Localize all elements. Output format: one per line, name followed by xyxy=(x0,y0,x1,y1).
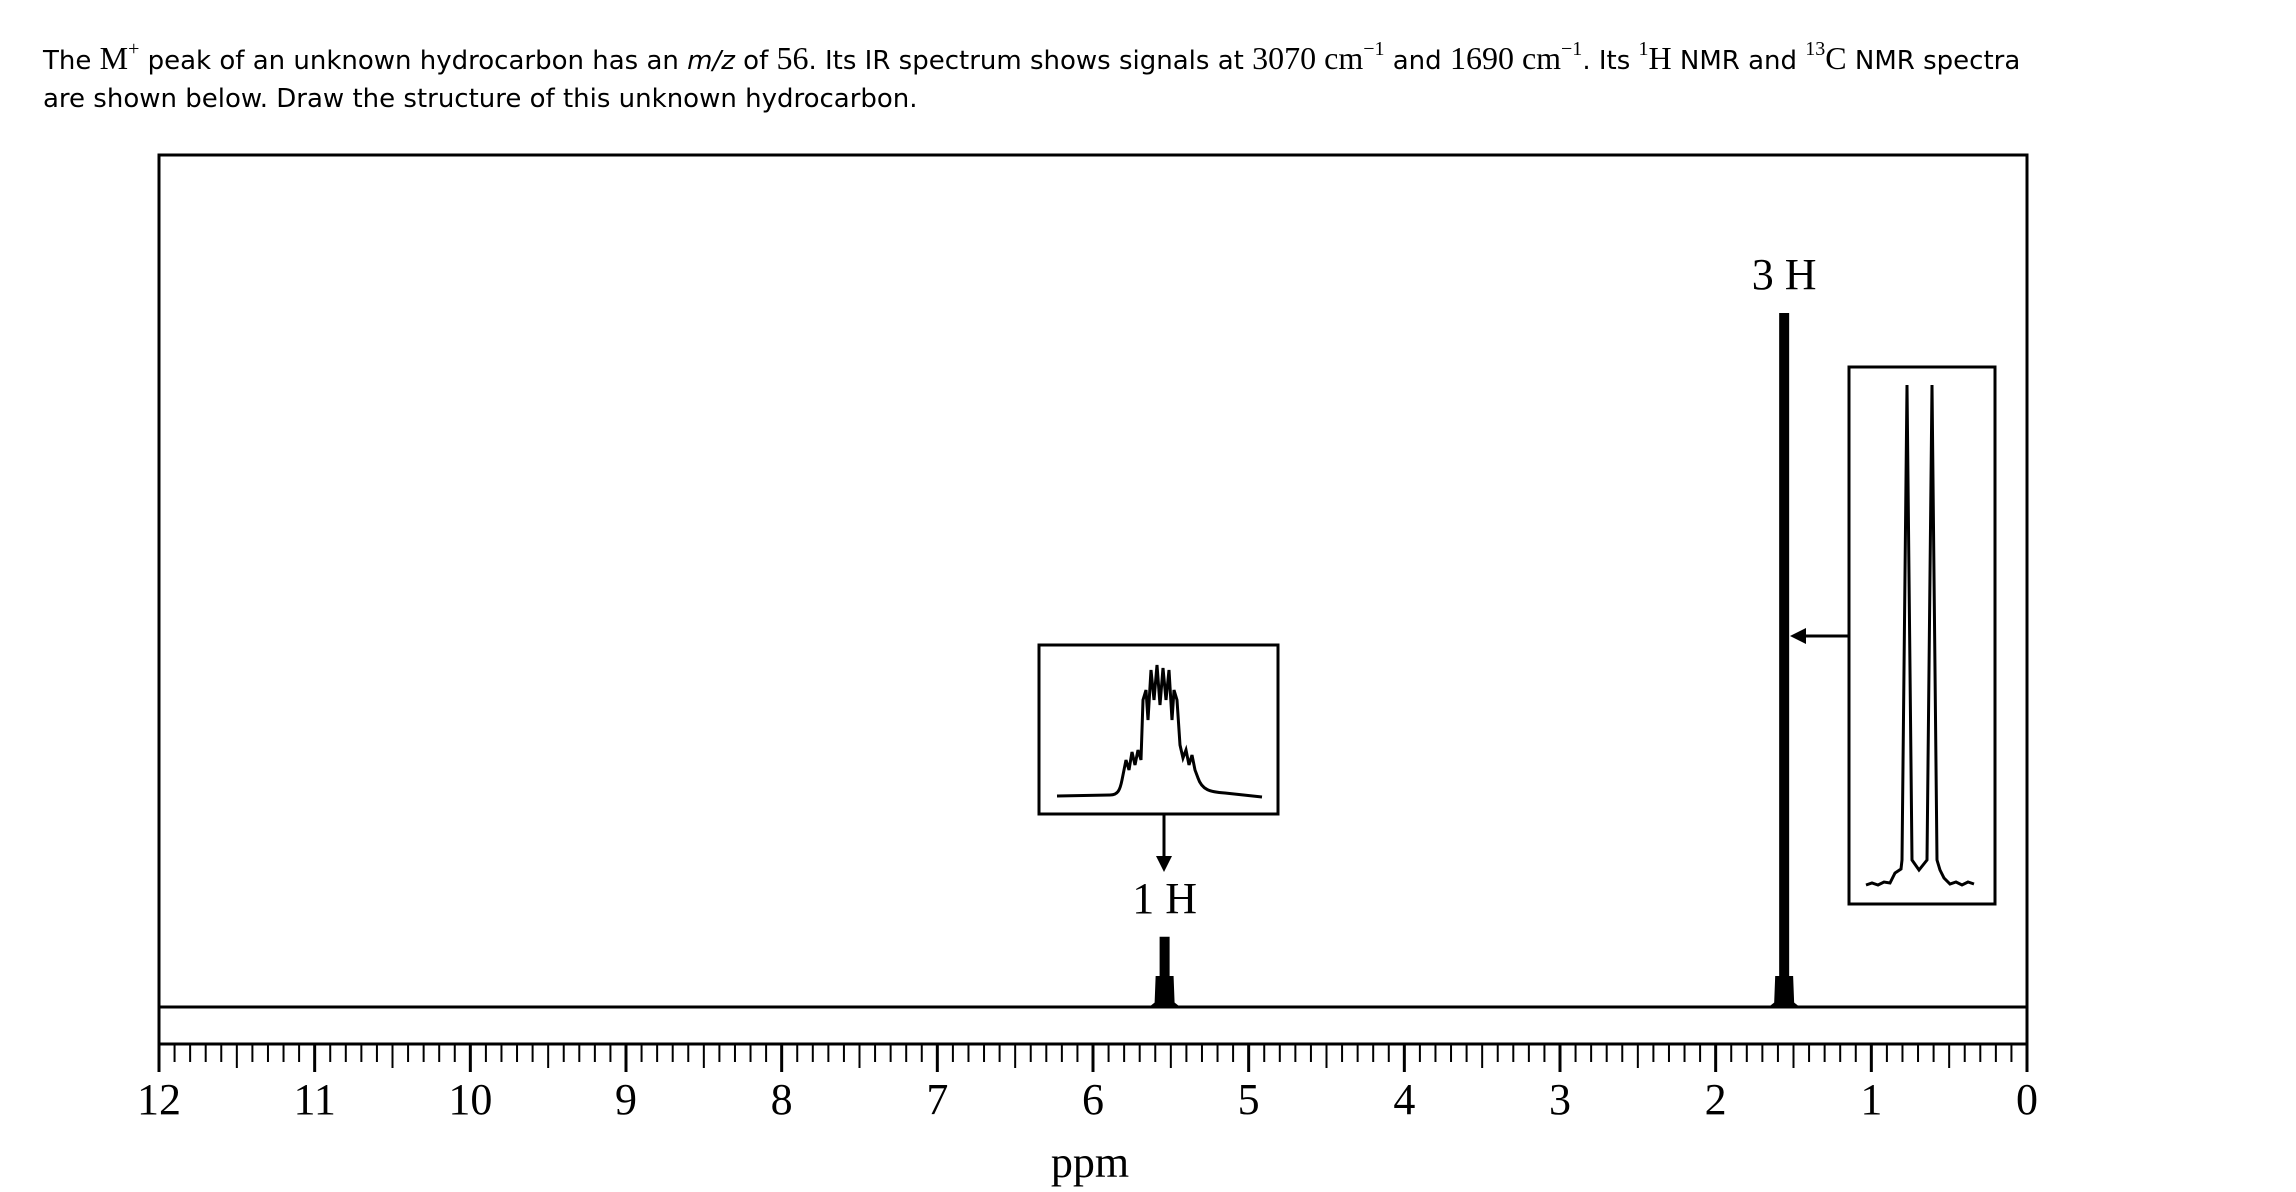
text: NMR and xyxy=(1671,46,1806,76)
superscript: −1 xyxy=(1363,38,1385,60)
peak-label: 3 H xyxy=(1752,250,1817,299)
text: H xyxy=(1648,40,1672,76)
text: 56 xyxy=(776,40,809,76)
superscript: + xyxy=(128,38,140,60)
text: 1690 cm xyxy=(1449,40,1562,76)
inset-box xyxy=(1847,365,1997,906)
x-tick-label: 9 xyxy=(615,1075,637,1124)
superscript: 13 xyxy=(1805,38,1826,60)
x-tick-label: 6 xyxy=(1082,1075,1104,1124)
peak xyxy=(1147,936,1182,1008)
x-tick-label: 7 xyxy=(926,1075,948,1124)
text: peak of an unknown hydrocarbon has an xyxy=(139,46,688,76)
inset-curve xyxy=(1865,384,1975,887)
x-tick-label: 12 xyxy=(137,1075,181,1124)
inset-multiplet xyxy=(1037,643,1280,872)
x-tick-label: 2 xyxy=(1705,1075,1727,1124)
x-tick-label: 8 xyxy=(771,1075,793,1124)
x-tick-label: 11 xyxy=(293,1075,335,1124)
text: NMR spectra xyxy=(1846,46,2021,76)
text: M xyxy=(99,40,129,76)
text: and xyxy=(1384,46,1450,76)
x-tick-label: 5 xyxy=(1238,1075,1260,1124)
text: . Its xyxy=(1582,46,1639,76)
x-tick-label: 1 xyxy=(1860,1075,1882,1124)
question-line: The M+ peak of an unknown hydrocarbon ha… xyxy=(43,38,2020,77)
arrow-head xyxy=(1156,856,1172,872)
x-tick-label: 4 xyxy=(1393,1075,1415,1124)
text: The xyxy=(43,46,100,76)
question-line: are shown below. Draw the structure of t… xyxy=(43,84,918,114)
text: . Its IR spectrum shows signals at xyxy=(808,46,1253,76)
x-tick-label: 3 xyxy=(1549,1075,1571,1124)
text: are shown below. Draw the structure of t… xyxy=(43,84,918,114)
peak-label: 1 H xyxy=(1132,874,1197,923)
text: C xyxy=(1825,40,1847,76)
inset-curve xyxy=(1056,664,1263,799)
x-tick-label: 10 xyxy=(448,1075,492,1124)
frame xyxy=(157,153,2029,1046)
peak xyxy=(1767,313,1802,1008)
superscript: −1 xyxy=(1561,38,1583,60)
x-tick-label: 0 xyxy=(2016,1075,2038,1124)
arrow-head xyxy=(1790,628,1806,644)
text: m/z xyxy=(687,46,735,76)
inset-doublet xyxy=(1790,365,1997,906)
text: 3070 cm xyxy=(1252,40,1364,76)
x-axis-label: ppm xyxy=(1051,1138,1129,1187)
superscript: 1 xyxy=(1638,38,1649,60)
text: of xyxy=(734,46,777,76)
